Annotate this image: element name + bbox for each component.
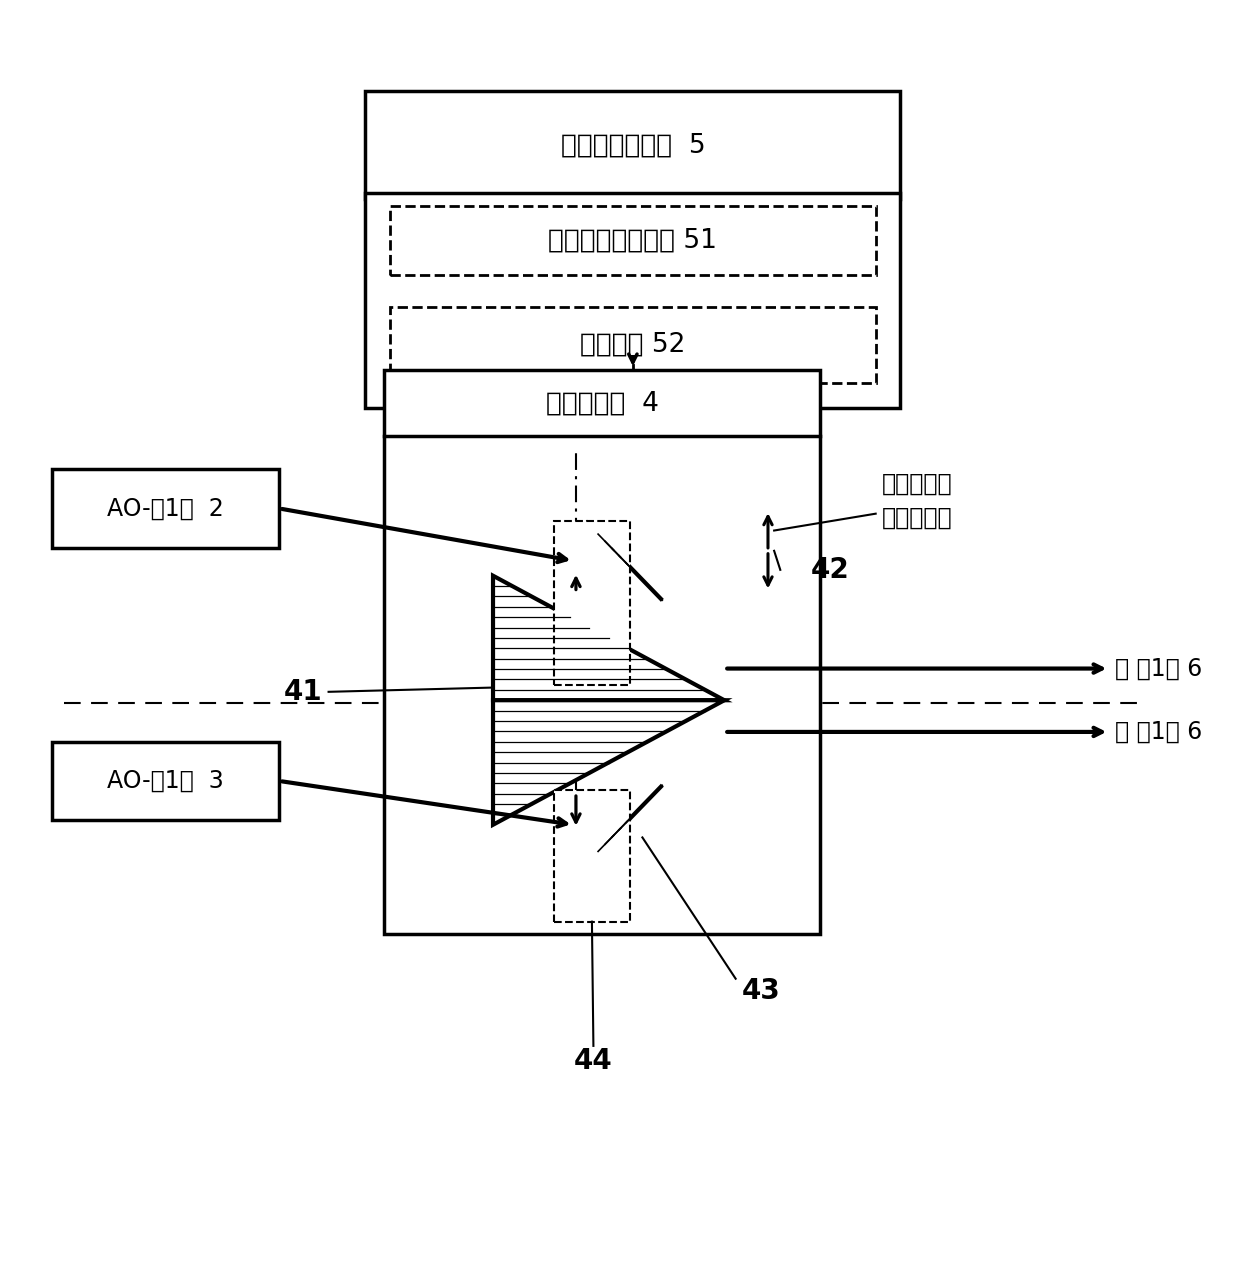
Bar xyxy=(52,742,279,820)
Text: AO-图1中  2: AO-图1中 2 xyxy=(107,496,224,521)
Text: 误差补偿控制器  5: 误差补偿控制器 5 xyxy=(561,132,705,158)
Bar xyxy=(553,789,630,922)
Text: 43: 43 xyxy=(742,978,781,1006)
Text: 至 图1中 6: 至 图1中 6 xyxy=(1115,657,1203,681)
Bar xyxy=(390,307,876,383)
Bar xyxy=(384,370,820,934)
Bar xyxy=(553,521,630,685)
Bar xyxy=(366,193,900,409)
Bar xyxy=(390,205,876,275)
Bar xyxy=(52,470,279,547)
Text: 至 图1中 6: 至 图1中 6 xyxy=(1115,721,1203,743)
Text: 误差补偿器  4: 误差补偿器 4 xyxy=(546,391,658,416)
Text: 44: 44 xyxy=(574,1048,613,1076)
Polygon shape xyxy=(493,575,725,700)
Text: 控制单元 52: 控制单元 52 xyxy=(580,332,685,358)
Polygon shape xyxy=(493,700,725,825)
Text: 锥形反射镜
的移动方向: 锥形反射镜 的移动方向 xyxy=(882,472,952,530)
Bar xyxy=(366,92,900,200)
Text: 控制信号转换单元 51: 控制信号转换单元 51 xyxy=(548,228,718,253)
Text: 42: 42 xyxy=(811,556,850,584)
Text: 41: 41 xyxy=(284,677,322,705)
Text: AO-图1中  3: AO-图1中 3 xyxy=(107,769,224,793)
